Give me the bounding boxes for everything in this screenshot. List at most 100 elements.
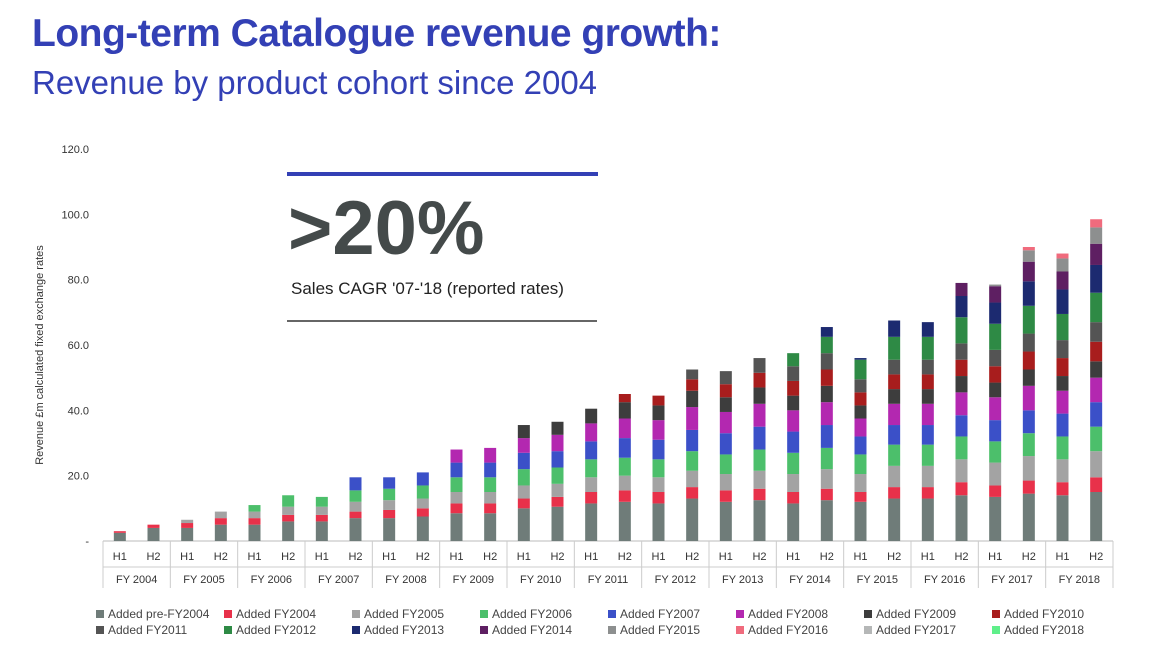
y-axis-label: Revenue £m calculated fixed exchange rat… bbox=[34, 245, 46, 465]
bar-segment bbox=[416, 485, 429, 499]
x-tick-label: H2 bbox=[483, 551, 497, 563]
x-year-label: FY 2018 bbox=[1059, 574, 1100, 586]
page-subtitle: Revenue by product cohort since 2004 bbox=[32, 64, 598, 101]
x-tick-label: H2 bbox=[550, 551, 564, 563]
bar-segment bbox=[1056, 340, 1069, 359]
bar-segment bbox=[450, 513, 463, 541]
legend-label: Added FY2004 bbox=[236, 607, 317, 621]
legend-item: Added FY2014 bbox=[480, 623, 608, 637]
bar-segment bbox=[753, 372, 766, 388]
bar-segment bbox=[585, 477, 598, 492]
bar-segment bbox=[1056, 376, 1069, 391]
bar-segment bbox=[618, 402, 631, 419]
bar-segment bbox=[248, 505, 261, 512]
bar-segment bbox=[921, 359, 934, 375]
bar-segment bbox=[585, 408, 598, 424]
legend-label: Added FY2005 bbox=[364, 607, 445, 621]
x-year-label: FY 2012 bbox=[655, 574, 696, 586]
legend-swatch bbox=[96, 610, 104, 618]
bar-segment bbox=[517, 469, 530, 486]
bar-segment bbox=[1090, 292, 1103, 323]
bar-segment bbox=[888, 403, 901, 426]
bar-segment bbox=[686, 369, 699, 380]
bar-segment bbox=[686, 470, 699, 488]
bar-segment bbox=[652, 439, 665, 460]
legend-swatch bbox=[480, 626, 488, 634]
bar-segment bbox=[753, 488, 766, 501]
bar-segment bbox=[282, 514, 295, 522]
bar-segment bbox=[214, 511, 227, 519]
bar-segment bbox=[551, 506, 564, 541]
bar-segment bbox=[787, 452, 800, 475]
bar-segment bbox=[1022, 480, 1035, 494]
legend-swatch bbox=[96, 626, 104, 634]
bar-segment bbox=[484, 503, 497, 514]
legend-label: Added FY2018 bbox=[1004, 623, 1085, 637]
bar-segment bbox=[1056, 258, 1069, 272]
bar-segment bbox=[551, 496, 564, 507]
bar-segment bbox=[1022, 456, 1035, 481]
bar-segment bbox=[820, 447, 833, 470]
bar-segment bbox=[719, 397, 732, 412]
bar-segment bbox=[955, 343, 968, 360]
bar-segment bbox=[1022, 261, 1035, 282]
chart-axes: - 20.0 40.0 60.0 80.0 100.0 120.0 H1 H2 H1 H2 H1 H2 H… bbox=[61, 144, 1114, 588]
bar-segment bbox=[989, 323, 1002, 350]
bar-segment bbox=[450, 477, 463, 492]
bar-segment bbox=[1022, 351, 1035, 370]
bar-segment bbox=[854, 358, 867, 360]
bar-segment bbox=[854, 454, 867, 475]
bar-segment bbox=[282, 521, 295, 541]
bar-segment bbox=[1090, 477, 1103, 492]
bar-segment bbox=[955, 376, 968, 393]
bar-segment bbox=[854, 418, 867, 437]
x-tick-label: H2 bbox=[685, 551, 699, 563]
bar-segment bbox=[1090, 264, 1103, 293]
bar-segment bbox=[349, 511, 362, 519]
bar-segment bbox=[618, 501, 631, 541]
bar-segment bbox=[686, 429, 699, 452]
bar-segment bbox=[551, 483, 564, 497]
bar-segment bbox=[1056, 413, 1069, 437]
bar-segment bbox=[315, 506, 328, 515]
bar-segment bbox=[551, 467, 564, 484]
chart-legend: Added pre-FY2004 Added FY2004 Added FY2005… bbox=[96, 607, 1106, 637]
legend-label: Added FY2011 bbox=[108, 623, 188, 637]
bar-segment bbox=[888, 498, 901, 541]
y-tick-label: 120.0 bbox=[61, 144, 89, 156]
legend-label: Added FY2013 bbox=[364, 623, 445, 637]
bar-segment bbox=[854, 501, 867, 541]
x-tick-label: H2 bbox=[214, 551, 228, 563]
bar-segment bbox=[349, 518, 362, 541]
x-tick-label: H2 bbox=[146, 551, 160, 563]
legend-label: Added FY2016 bbox=[748, 623, 829, 637]
bar-segment bbox=[618, 438, 631, 458]
bar-segment bbox=[989, 397, 1002, 421]
bar-segment bbox=[1090, 377, 1103, 403]
bar-segment bbox=[753, 500, 766, 541]
bar-segment bbox=[955, 482, 968, 496]
bar-segment bbox=[652, 405, 665, 421]
bar-segment bbox=[820, 353, 833, 370]
bar-segment bbox=[484, 492, 497, 504]
bar-segment bbox=[214, 524, 227, 541]
bar-segment bbox=[686, 487, 699, 499]
bar-segment bbox=[888, 374, 901, 390]
bar-segment bbox=[1056, 271, 1069, 290]
legend-label: Added FY2010 bbox=[1004, 607, 1085, 621]
bar-segment bbox=[753, 449, 766, 471]
legend-item: Added FY2004 bbox=[224, 607, 352, 621]
bar-segment bbox=[349, 501, 362, 512]
chart-bars bbox=[113, 219, 1103, 541]
bar-segment bbox=[248, 524, 261, 541]
bar-segment bbox=[450, 449, 463, 463]
bar-segment bbox=[652, 503, 665, 541]
legend-swatch bbox=[224, 610, 232, 618]
x-year-label: FY 2005 bbox=[183, 574, 224, 586]
y-tick-label: - bbox=[85, 536, 89, 548]
y-tick-label: 60.0 bbox=[68, 340, 89, 352]
bar-segment bbox=[1022, 369, 1035, 386]
bar-segment bbox=[888, 444, 901, 466]
legend-swatch bbox=[864, 626, 872, 634]
